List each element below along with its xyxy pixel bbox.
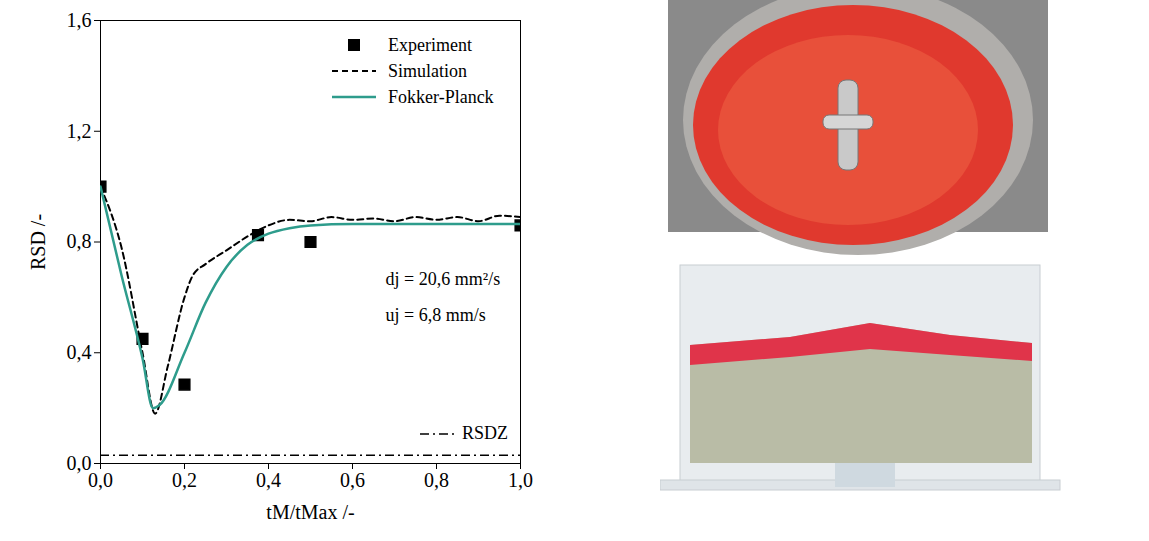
html-text:Fokker-Planck: Fokker-Planck (388, 87, 494, 107)
html-text:RSDZ: RSDZ (462, 422, 508, 443)
svg-text:1,6: 1,6 (67, 9, 92, 31)
svg-text:0,6: 0,6 (340, 469, 365, 491)
svg-text:0,4: 0,4 (256, 469, 281, 491)
html-text:Experiment: Experiment (388, 35, 472, 55)
svg-text:0,2: 0,2 (172, 469, 197, 491)
html-text:Simulation: Simulation (388, 61, 467, 81)
svg-text:0,8: 0,8 (67, 230, 92, 252)
svg-text:0,8: 0,8 (424, 469, 449, 491)
svg-text:1,0: 1,0 (508, 469, 533, 491)
html-text:uj = 6,8 mm/s: uj = 6,8 mm/s (385, 305, 486, 326)
svg-text:0,0: 0,0 (66, 451, 92, 474)
html-text:dj = 20,6 mm²/s: dj = 20,6 mm²/s (385, 269, 501, 290)
svg-text:0,4: 0,4 (67, 341, 92, 363)
svg-text:tM/tMax /-: tM/tMax /- (266, 501, 354, 523)
svg-text:RSD /-: RSD /- (27, 214, 49, 270)
svg-text:0,0: 0,0 (88, 469, 113, 491)
svg-text:1,2: 1,2 (67, 120, 92, 142)
